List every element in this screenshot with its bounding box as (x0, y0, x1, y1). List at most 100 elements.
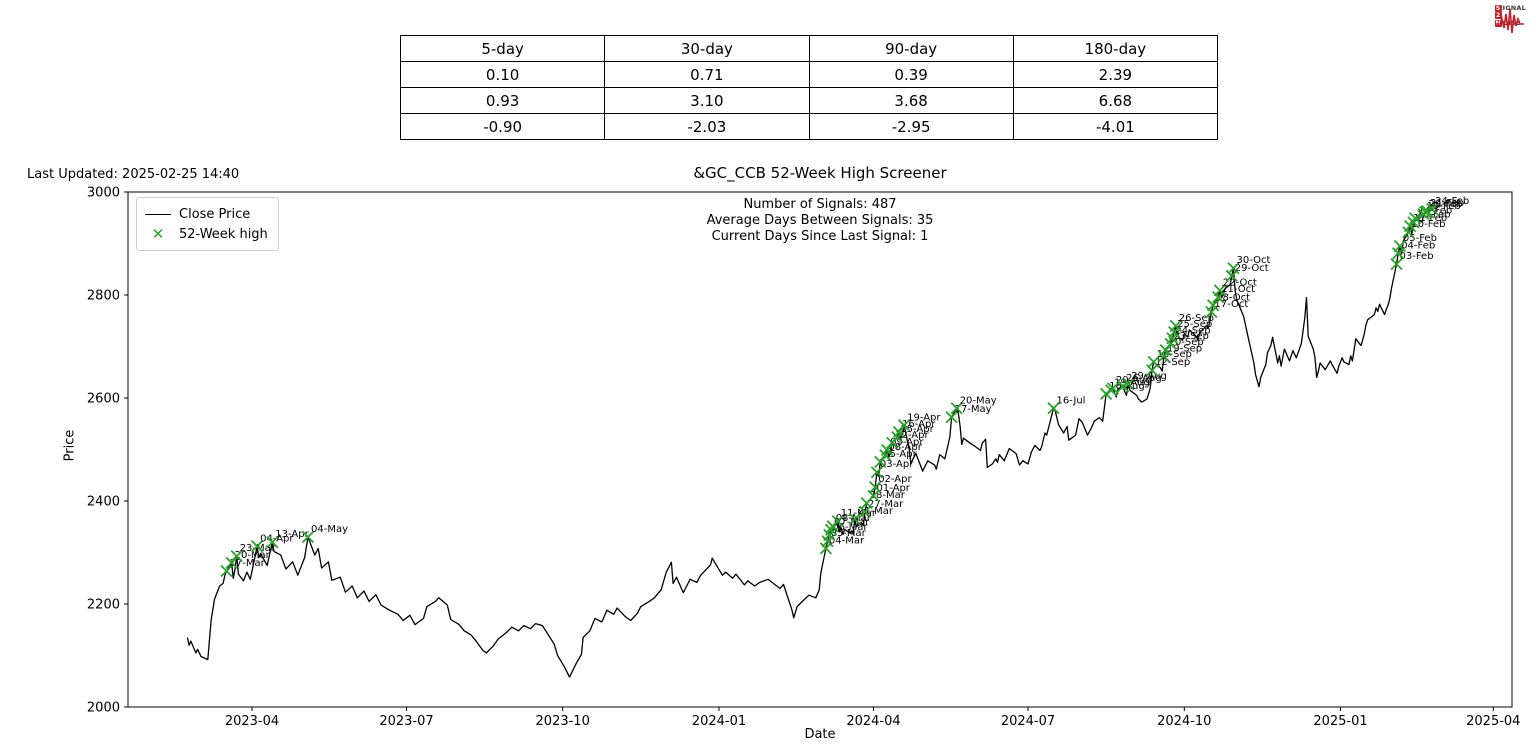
signal-marker (230, 549, 243, 563)
signal-label: 05-Mar (831, 528, 867, 539)
x-tick-label: 2024-01 (692, 714, 746, 729)
signal-marker (1169, 319, 1182, 333)
signal-marker (869, 480, 882, 494)
x-tick-label: 2023-07 (379, 714, 433, 729)
table-header-cell: 180-day (1012, 35, 1219, 62)
signal-label: 21-Oct (1221, 284, 1255, 295)
signal-label: 24-Sep (1175, 325, 1210, 336)
signal-marker (220, 564, 233, 578)
signal-label: 03-Apr (880, 459, 914, 470)
signal-label: 19-Feb (1427, 201, 1461, 212)
x-tick-label: 2023-10 (536, 714, 590, 729)
signal-marker (225, 556, 238, 569)
signal-label: 20-Mar (235, 550, 271, 561)
signal-label: 20-Aug (1116, 375, 1152, 386)
signal-stats: Number of Signals: 487 Average Days Betw… (128, 197, 1512, 245)
signal-marker (1106, 382, 1120, 395)
signal-marker (1147, 355, 1160, 369)
table-cell: 2.39 (1012, 61, 1219, 88)
signal-label: 17-May (955, 404, 992, 415)
signal-marker (1122, 377, 1135, 391)
signal-label: 04-Apr (260, 533, 294, 544)
logo-letter-s: S (1494, 4, 1502, 12)
legend-item-52-week-high: ✕ 52-Week high (145, 224, 268, 244)
signal-label: 19-Sep (1167, 343, 1202, 354)
signal-label: 05-Apr (883, 449, 917, 460)
table-cell: 3.10 (604, 87, 810, 114)
signal-label: 26-Aug (1126, 373, 1162, 384)
table-cell: 6.68 (1012, 87, 1219, 114)
signal-label: 23-Mar (240, 543, 276, 554)
table-row: -0.90 -2.03 -2.95 -4.01 (399, 113, 1219, 140)
table-header-cell: 30-day (604, 35, 810, 62)
stat-average-days: Average Days Between Signals: 35 (706, 213, 934, 228)
signal-label: 02-Apr (878, 474, 912, 485)
signal-label: 05-Feb (1403, 233, 1437, 244)
signal-label: 22-Oct (1223, 277, 1257, 288)
signal-marker (1390, 257, 1403, 271)
stat-number-of-signals: Number of Signals: 487 (743, 197, 897, 212)
x-tick-label: 2023-04 (225, 714, 279, 729)
table-cell: -4.01 (1012, 113, 1219, 140)
table-header-row: 5-day 30-day 90-day 180-day (399, 35, 1219, 62)
table-cell: 0.93 (399, 87, 606, 114)
signal-marker (1225, 269, 1238, 283)
signal-marker (1426, 202, 1439, 216)
table-cell: 0.39 (808, 61, 1014, 88)
close-price-line (186, 208, 1435, 678)
signal-label: 26-Sep (1179, 313, 1214, 324)
signal-marker (1206, 299, 1220, 312)
x-tick-label: 2024-07 (1001, 714, 1055, 729)
table-row: 0.93 3.10 3.68 6.68 (399, 87, 1219, 114)
x-tick-label: 2025-04 (1466, 714, 1520, 729)
logo-letter-n: N (1494, 19, 1502, 27)
stat-days-since-last: Current Days Since Last Signal: 1 (711, 229, 929, 244)
y-tick-label: 2200 (87, 598, 120, 613)
signal-marker (1227, 262, 1240, 275)
signal-marker (950, 402, 963, 415)
signal-marker (250, 540, 264, 553)
signal-marker (301, 530, 315, 544)
signal-label: 15-Apr (900, 424, 934, 435)
logo-letter-2: 2 (1494, 12, 1502, 19)
signal-label: 21-Feb (1430, 198, 1464, 209)
signal-label: 12-Apr (895, 430, 929, 441)
legend-item-close-price: Close Price (145, 204, 268, 224)
y-tick-label: 3000 (87, 186, 120, 201)
table-row: 0.10 0.71 0.39 2.39 (399, 61, 1219, 88)
last-updated-text: Last Updated: 2025-02-25 14:40 (27, 167, 240, 182)
y-tick-label: 2800 (87, 289, 120, 304)
table-cell: -2.95 (808, 113, 1014, 140)
signal-marker (1393, 239, 1407, 253)
returns-table: 5-day 30-day 90-day 180-day 0.10 0.71 0.39 2.39… (399, 35, 1219, 140)
table-header-cell: 90-day (808, 35, 1014, 62)
signal-label: 29-Aug (1131, 371, 1167, 382)
signal-label: 28-Mar (870, 490, 906, 501)
signal-marker (1392, 247, 1405, 260)
signal-label: 29-Oct (1235, 263, 1269, 274)
table-header-cell: 5-day (399, 35, 606, 62)
signal-label: 08-Apr (888, 442, 922, 453)
table-cell: 0.10 (399, 61, 606, 88)
signal-marker (945, 410, 958, 424)
signal-label: 12-Sep (1155, 357, 1190, 368)
signal-label: 01-Apr (877, 483, 911, 494)
signal-label: 11-Mar (841, 508, 877, 519)
signal-label: 19-Aug (1114, 377, 1150, 388)
waveform-icon (1495, 8, 1524, 34)
signal-label: 04-Mar (829, 535, 865, 546)
y-tick-label: 2400 (87, 495, 120, 510)
y-axis-label: Price (62, 429, 78, 462)
x-tick-label: 2024-10 (1157, 714, 1211, 729)
signal-label: 16-Jul (1057, 395, 1086, 406)
signal-label: 27-Mar (868, 499, 904, 510)
signal-marker (897, 419, 911, 432)
signal-marker (848, 512, 861, 526)
y-tick-label: 2600 (87, 392, 120, 407)
signal-marker (831, 514, 844, 528)
signal-label: 13-Sep (1157, 349, 1192, 360)
signal-label: 20-May (960, 395, 997, 406)
x-axis-label: Date (804, 727, 836, 742)
signal-label: 04-Feb (1401, 240, 1435, 251)
